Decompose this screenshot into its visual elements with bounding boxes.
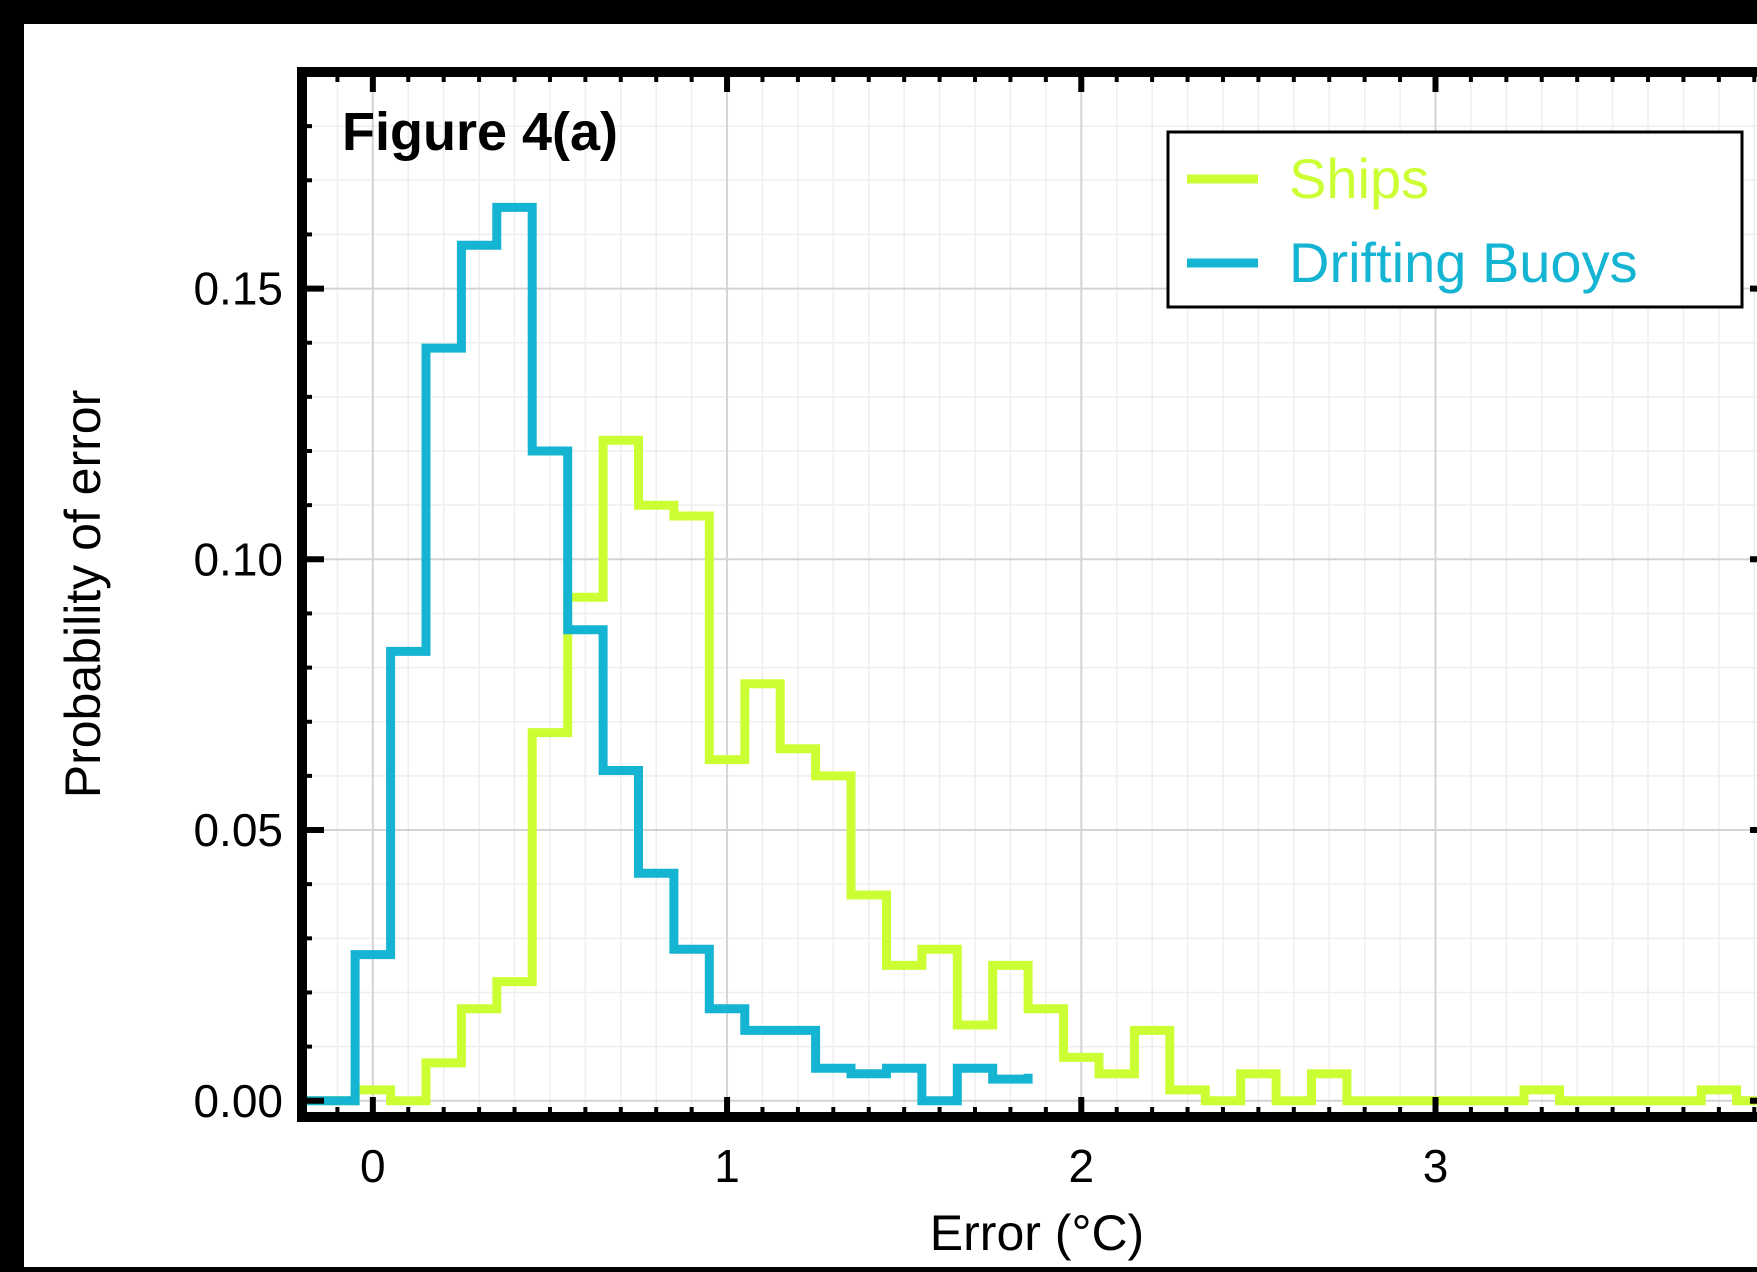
x-tick-label: 1 bbox=[714, 1140, 740, 1192]
y-axis-label: Probability of error bbox=[55, 390, 111, 799]
legend-label-drifting-buoys: Drifting Buoys bbox=[1289, 231, 1638, 294]
plot-frame bbox=[297, 67, 1757, 1122]
ticks: 0 1 2 3 0.00 0.05 0.10 0.15 bbox=[193, 72, 1757, 1192]
y-tick-label: 0.00 bbox=[193, 1075, 283, 1127]
y-tick-label: 0.05 bbox=[193, 804, 283, 856]
legend: Ships Drifting Buoys bbox=[1166, 130, 1744, 309]
series-drifting-buoys bbox=[302, 202, 1033, 1106]
figure-title: Figure 4(a) bbox=[342, 102, 618, 162]
series-group bbox=[302, 202, 1757, 1106]
x-tick-label: 0 bbox=[360, 1140, 386, 1192]
x-tick-label: 3 bbox=[1423, 1140, 1449, 1192]
y-tick-label: 0.15 bbox=[193, 263, 283, 315]
legend-box bbox=[1166, 130, 1744, 309]
grid bbox=[302, 72, 1757, 1117]
x-axis-label: Error (°C) bbox=[930, 1205, 1144, 1261]
legend-label-ships: Ships bbox=[1289, 147, 1429, 210]
series-ships bbox=[302, 435, 1757, 1106]
y-tick-label: 0.10 bbox=[193, 533, 283, 585]
x-tick-label: 2 bbox=[1068, 1140, 1094, 1192]
